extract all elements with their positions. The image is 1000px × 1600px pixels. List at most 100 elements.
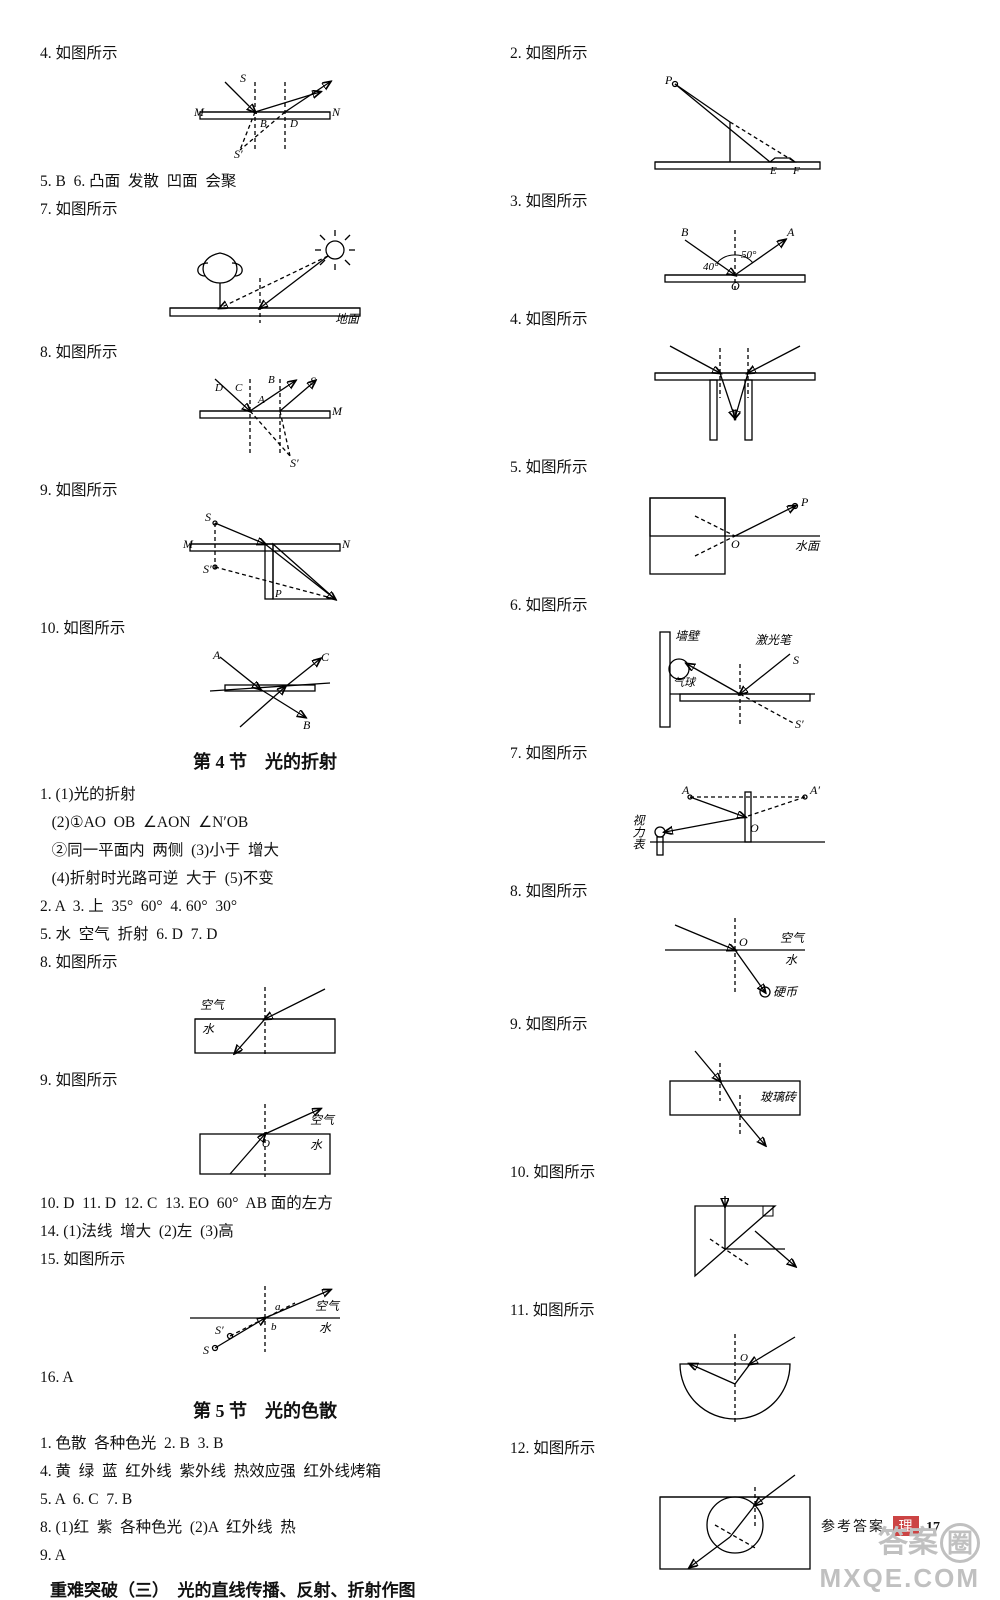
figure-s4-15: 空气 水 S S′ b a xyxy=(175,1278,355,1358)
s4-l9: 9. 如图所示 xyxy=(40,1069,490,1093)
figure-q9: M N P S S′ xyxy=(175,509,355,609)
r7-text: 7. 如图所示 xyxy=(510,742,960,766)
svg-text:水面: 水面 xyxy=(795,539,821,553)
wm-circle: 圈 xyxy=(940,1523,980,1563)
figure-q10: A C B xyxy=(185,647,345,737)
svg-text:S: S xyxy=(203,1343,209,1357)
s4-l12: 15. 如图所示 xyxy=(40,1248,490,1272)
svg-text:硬币: 硬币 xyxy=(773,985,799,999)
svg-text:S′: S′ xyxy=(215,1323,224,1337)
r10-text: 10. 如图所示 xyxy=(510,1161,960,1185)
svg-text:O: O xyxy=(731,279,740,293)
svg-text:地面: 地面 xyxy=(335,312,361,326)
svg-text:40°: 40° xyxy=(703,261,719,273)
figure-s4-9: 空气 水 O xyxy=(180,1099,350,1184)
svg-text:C: C xyxy=(321,650,330,664)
svg-text:激光笔: 激光笔 xyxy=(755,633,793,647)
svg-text:A: A xyxy=(257,394,265,406)
r6-text: 6. 如图所示 xyxy=(510,594,960,618)
q5-6-text: 5. B 6. 凸面 发散 凹面 会聚 xyxy=(40,170,490,194)
svg-text:视力表: 视力表 xyxy=(630,814,645,850)
svg-text:C: C xyxy=(235,382,243,394)
svg-text:水: 水 xyxy=(319,1321,332,1335)
svg-text:B: B xyxy=(681,225,689,239)
svg-text:空气: 空气 xyxy=(315,1299,341,1313)
s5-l5: 9. A xyxy=(40,1544,490,1568)
r3-text: 3. 如图所示 xyxy=(510,190,960,214)
svg-text:F: F xyxy=(792,165,800,177)
figure-r10 xyxy=(655,1191,815,1291)
s4-l1: 1. (1)光的折射 xyxy=(40,783,490,807)
svg-text:S: S xyxy=(310,374,316,388)
figure-r11: O xyxy=(650,1329,820,1429)
svg-text:b: b xyxy=(271,1321,277,1333)
s4-l11: 14. (1)法线 增大 (2)左 (3)高 xyxy=(40,1220,490,1244)
figure-r3: BA O 40° 50° xyxy=(645,220,825,300)
svg-text:E: E xyxy=(769,165,777,177)
r4-text: 4. 如图所示 xyxy=(510,308,960,332)
q4-text: 4. 如图所示 xyxy=(40,42,490,66)
figure-r9: 玻璃砖 xyxy=(640,1043,830,1153)
svg-text:A: A xyxy=(212,648,221,662)
svg-text:B: B xyxy=(303,718,311,732)
figure-q7: 地面 xyxy=(160,228,370,333)
svg-text:B: B xyxy=(260,118,267,130)
svg-text:P: P xyxy=(664,73,673,87)
svg-text:O: O xyxy=(731,537,740,551)
watermark: 答案圈 MXQE.COM xyxy=(820,1517,980,1594)
wm-brand: 答案 xyxy=(878,1526,938,1559)
svg-text:N: N xyxy=(331,105,341,119)
figure-s4-8: 空气 水 xyxy=(180,981,350,1061)
svg-text:P: P xyxy=(274,588,282,600)
r8-text: 8. 如图所示 xyxy=(510,880,960,904)
s5-l4: 8. (1)红 紫 各种色光 (2)A 红外线 热 xyxy=(40,1516,490,1540)
svg-text:S′: S′ xyxy=(203,562,212,576)
s4-l3: ②同一平面内 两侧 (3)小于 增大 xyxy=(40,839,490,863)
r2-text: 2. 如图所示 xyxy=(510,42,960,66)
section4-title: 第 4 节 光的折射 xyxy=(40,749,490,777)
s4-l7: 8. 如图所示 xyxy=(40,951,490,975)
svg-text:水: 水 xyxy=(785,953,798,967)
s4-l2: (2)①AO OB ∠AON ∠N′OB xyxy=(40,811,490,835)
s5-l1: 1. 色散 各种色光 2. B 3. B xyxy=(40,1432,490,1456)
figure-r5: S 水面 O P xyxy=(635,486,835,586)
s4-l10: 10. D 11. D 12. C 13. EO 60° AB 面的左方 xyxy=(40,1192,490,1216)
wm-url: MXQE.COM xyxy=(820,1563,980,1594)
svg-text:S: S xyxy=(793,653,799,667)
svg-text:S: S xyxy=(205,510,211,524)
q7-text: 7. 如图所示 xyxy=(40,198,490,222)
figure-q4: MN S BD S′ xyxy=(180,72,350,162)
svg-text:O: O xyxy=(740,1352,748,1364)
svg-text:S′: S′ xyxy=(795,717,804,731)
svg-text:S′: S′ xyxy=(290,456,299,470)
figure-r2: P E F xyxy=(635,72,835,182)
svg-text:P: P xyxy=(800,495,809,509)
svg-text:A: A xyxy=(786,225,795,239)
svg-text:S′: S′ xyxy=(234,147,243,161)
svg-text:A′: A′ xyxy=(809,783,820,797)
breakthrough-title: 重难突破（三） 光的直线传播、反射、折射作图 xyxy=(50,1578,490,1600)
svg-text:D: D xyxy=(289,118,298,130)
svg-text:空气: 空气 xyxy=(200,998,226,1012)
svg-text:N: N xyxy=(341,537,351,551)
svg-text:O: O xyxy=(739,935,748,949)
svg-text:M: M xyxy=(182,537,194,551)
left-column: 4. 如图所示 M N S B D S′ 5. B 6. 凸面 发散 凹面 会聚 7… xyxy=(40,40,490,1600)
svg-text:M: M xyxy=(331,404,343,418)
section5-title: 第 5 节 光的色散 xyxy=(40,1398,490,1426)
svg-text:M: M xyxy=(193,105,205,119)
right-column: 2. 如图所示 P EF 3. 如图所示 BA O 40° 50° 4. xyxy=(510,40,960,1600)
r9-text: 9. 如图所示 xyxy=(510,1013,960,1037)
figure-r12 xyxy=(645,1467,825,1577)
q9-text: 9. 如图所示 xyxy=(40,479,490,503)
s5-l2: 4. 黄 绿 蓝 红外线 紫外线 热效应强 红外线烤箱 xyxy=(40,1460,490,1484)
svg-text:空气: 空气 xyxy=(780,931,806,945)
r12-text: 12. 如图所示 xyxy=(510,1437,960,1461)
figure-r8: 空气 水 硬币 O xyxy=(645,910,825,1005)
s4-l5: 2. A 3. 上 35° 60° 4. 60° 30° xyxy=(40,895,490,919)
svg-text:A: A xyxy=(681,783,690,797)
s5-l3: 5. A 6. C 7. B xyxy=(40,1488,490,1512)
svg-text:S: S xyxy=(673,503,679,515)
svg-text:O: O xyxy=(750,821,759,835)
figure-r7: 视力表 A A′ O xyxy=(630,772,840,872)
